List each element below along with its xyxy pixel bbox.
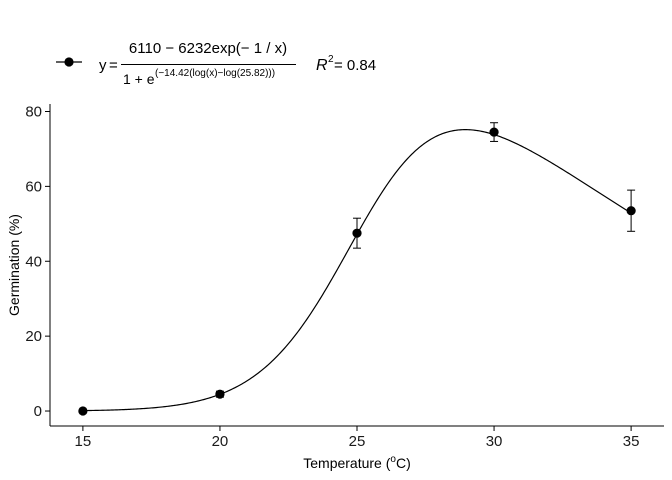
x-tick-label: 35 xyxy=(623,433,640,450)
y-tick-label: 40 xyxy=(25,253,42,270)
x-tick-label: 30 xyxy=(486,433,503,450)
x-axis-title: Temperature (oC) xyxy=(303,454,411,471)
x-axis-title-main: Temperature ( xyxy=(303,455,390,471)
y-tick-label: 60 xyxy=(25,178,42,195)
equation-numerator: 6110 − 6232exp(− 1 / x) xyxy=(129,40,287,57)
legend-point-key xyxy=(64,57,74,67)
x-tick-label: 15 xyxy=(75,433,92,450)
equation-denominator-exponent: (−14.42(log(x)−log(25.82))) xyxy=(155,68,275,79)
x-tick-label: 25 xyxy=(349,433,366,450)
equation-equals: = xyxy=(109,57,118,74)
r2-symbol: R xyxy=(316,57,328,74)
data-point xyxy=(489,127,499,137)
x-tick-label: 20 xyxy=(212,433,229,450)
data-point xyxy=(352,228,362,238)
data-point xyxy=(626,206,636,216)
fitted-curve xyxy=(82,129,632,412)
y-ticks: 0 20 40 60 80 xyxy=(25,103,50,420)
data-point xyxy=(78,406,88,416)
x-ticks: 15 20 25 30 35 xyxy=(75,426,640,450)
y-tick-label: 80 xyxy=(25,103,42,120)
y-axis-title: Germination (%) xyxy=(6,214,22,316)
r2-value: = 0.84 xyxy=(334,57,376,74)
plot-area xyxy=(78,122,636,416)
data-point xyxy=(215,389,225,399)
equation-lhs: y xyxy=(99,57,107,74)
x-axis-title-unit: C) xyxy=(396,455,411,471)
equation-denominator-base: 1 + e xyxy=(123,71,155,87)
y-tick-label: 20 xyxy=(25,328,42,345)
y-tick-label: 0 xyxy=(34,403,42,420)
x-axis-title-degree: o xyxy=(390,454,396,465)
legend: y = 6110 − 6232exp(− 1 / x) 1 + e (−14.4… xyxy=(56,40,376,87)
r2-superscript: 2 xyxy=(328,54,334,65)
